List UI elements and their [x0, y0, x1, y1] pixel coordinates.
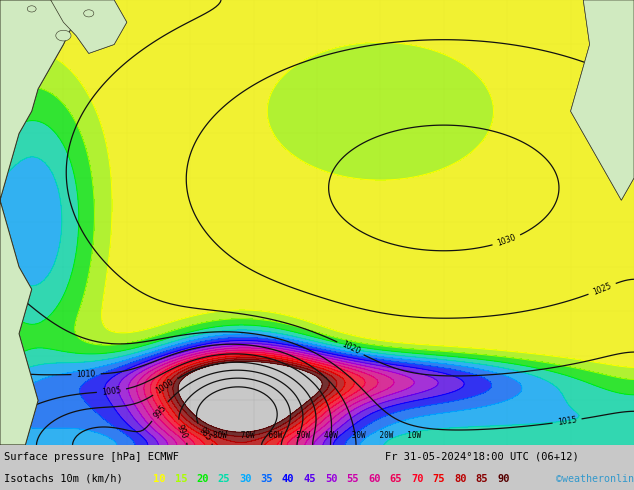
- Text: 80W   70W   60W   50W   40W   30W   20W   10W: 80W 70W 60W 50W 40W 30W 20W 10W: [213, 432, 421, 441]
- Text: 65: 65: [389, 474, 402, 484]
- Text: Isotachs 10m (km/h): Isotachs 10m (km/h): [4, 474, 123, 484]
- Text: 85: 85: [476, 474, 488, 484]
- Text: 50: 50: [325, 474, 337, 484]
- Text: 80: 80: [454, 474, 467, 484]
- Text: 1005: 1005: [101, 386, 122, 397]
- Text: 990: 990: [175, 423, 189, 440]
- Text: Surface pressure [hPa] ECMWF: Surface pressure [hPa] ECMWF: [4, 452, 179, 462]
- Text: 1015: 1015: [9, 28, 30, 47]
- Text: Fr 31-05-2024°18:00 UTC (06+12): Fr 31-05-2024°18:00 UTC (06+12): [385, 452, 579, 462]
- Polygon shape: [571, 0, 634, 200]
- Text: 15: 15: [174, 474, 187, 484]
- Text: 1030: 1030: [496, 233, 517, 248]
- Polygon shape: [51, 0, 127, 53]
- Polygon shape: [571, 0, 634, 200]
- Text: 40: 40: [282, 474, 295, 484]
- Polygon shape: [0, 0, 76, 445]
- Text: 90: 90: [497, 474, 510, 484]
- Polygon shape: [51, 0, 127, 53]
- Circle shape: [27, 6, 36, 12]
- Polygon shape: [0, 0, 76, 445]
- Circle shape: [56, 30, 71, 41]
- Text: 55: 55: [347, 474, 359, 484]
- Text: 1015: 1015: [557, 416, 578, 427]
- Text: ©weatheronline.co.uk: ©weatheronline.co.uk: [556, 474, 634, 484]
- Text: 35: 35: [261, 474, 273, 484]
- Text: 60: 60: [368, 474, 380, 484]
- Circle shape: [84, 10, 94, 17]
- Text: 985: 985: [197, 425, 213, 442]
- Text: 30: 30: [239, 474, 252, 484]
- Text: 995: 995: [152, 403, 168, 420]
- Text: 10: 10: [153, 474, 165, 484]
- Text: 70: 70: [411, 474, 424, 484]
- Text: 1010: 1010: [76, 369, 96, 379]
- Text: 1025: 1025: [592, 281, 612, 296]
- Text: 25: 25: [217, 474, 230, 484]
- Text: 20: 20: [196, 474, 209, 484]
- Text: 1000: 1000: [155, 378, 176, 396]
- Text: 75: 75: [432, 474, 445, 484]
- Text: 45: 45: [304, 474, 316, 484]
- Text: 1020: 1020: [340, 340, 361, 357]
